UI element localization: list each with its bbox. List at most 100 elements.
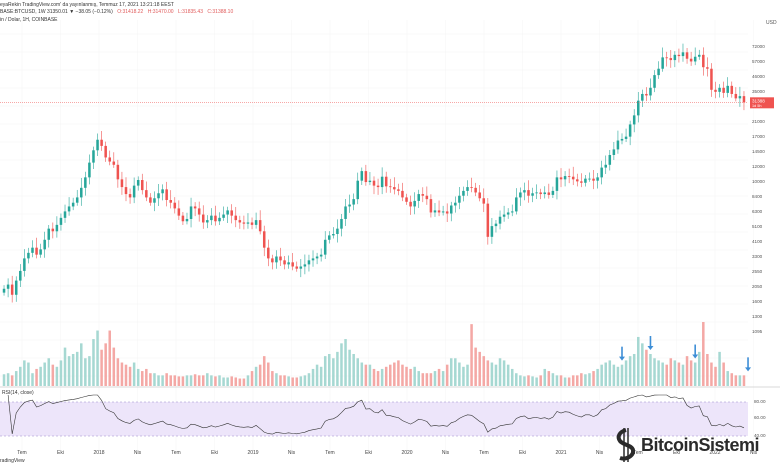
rsi-axis[interactable]: 80.00 60.00 40.00 xyxy=(754,399,766,438)
candle-body xyxy=(35,247,38,255)
bitcoin-s-logo-icon xyxy=(616,428,636,462)
candle-body xyxy=(665,57,668,59)
price-axis-label: 4100 xyxy=(752,239,763,244)
volume-bar xyxy=(600,364,603,386)
candle-body xyxy=(214,215,217,222)
price-tag-countdown: 1d 5h xyxy=(752,104,762,108)
volume-bar xyxy=(380,368,384,386)
candle-body xyxy=(319,254,323,257)
time-axis-label: Tem xyxy=(171,450,180,456)
volume-bar xyxy=(71,354,75,386)
volume-bar xyxy=(397,360,400,386)
candlestick-series xyxy=(2,43,746,303)
volume-bar xyxy=(303,375,307,386)
candle-body xyxy=(661,57,664,69)
volume-bar xyxy=(718,351,721,386)
candle-body xyxy=(222,214,225,218)
rsi-axis-label: 60.00 xyxy=(754,415,766,420)
volume-bar xyxy=(665,364,668,386)
volume-bar xyxy=(59,360,63,386)
candle-body xyxy=(14,280,18,295)
volume-bar xyxy=(693,362,697,386)
candle-body xyxy=(88,162,91,178)
time-axis-label: Eki xyxy=(365,450,372,456)
volume-bar xyxy=(608,360,612,386)
volume-bar xyxy=(515,373,518,386)
candle-body xyxy=(218,217,221,222)
down-arrow-icon xyxy=(619,356,625,361)
volume-bar xyxy=(624,360,628,386)
volume-bar xyxy=(637,336,640,386)
candle-body xyxy=(360,171,364,181)
volume-bar xyxy=(295,377,299,386)
volume-bar xyxy=(543,368,547,386)
candle-body xyxy=(738,96,742,99)
volume-bar xyxy=(425,373,429,386)
candle-body xyxy=(580,181,583,183)
time-axis-label: Tem xyxy=(479,450,488,456)
candle-body xyxy=(742,96,746,103)
volume-bar xyxy=(632,354,636,386)
candle-body xyxy=(498,216,502,224)
time-axis-label: Nis xyxy=(442,450,450,456)
volume-bar xyxy=(368,364,372,386)
bitcoinsistemi-watermark: BitcoinSistemi xyxy=(614,424,780,466)
time-axis-label: 2019 xyxy=(247,450,258,456)
candle-body xyxy=(226,210,229,215)
volume-bar xyxy=(63,347,67,386)
volume-bar xyxy=(149,373,152,386)
volume-bar xyxy=(539,375,542,386)
symbol-summary: BASE:BTCUSD, 1W 31350.01 ▼ −38.05 (−0.12… xyxy=(0,9,113,15)
volume-bar xyxy=(181,376,185,386)
candle-body xyxy=(177,208,181,216)
candle-body xyxy=(267,247,270,259)
volume-bar xyxy=(356,358,359,386)
volume-bar xyxy=(116,358,120,386)
candle-body xyxy=(336,228,339,235)
volume-bar xyxy=(84,358,87,386)
candle-body xyxy=(620,138,624,141)
candle-body xyxy=(641,93,644,101)
candle-body xyxy=(328,235,331,240)
volume-bar xyxy=(348,349,351,386)
volume-bar xyxy=(360,362,364,386)
volume-bar xyxy=(681,364,685,386)
candle-body xyxy=(291,262,294,267)
candle-body xyxy=(494,223,498,227)
time-axis[interactable]: Tem Eki 2018 Nis Tem Eki 2019 Nis Tem Eki 2020 Nis T… xyxy=(17,450,757,456)
volume-bar xyxy=(141,371,144,386)
volume-bar xyxy=(547,371,551,386)
candle-body xyxy=(714,89,717,92)
candle-body xyxy=(441,211,445,213)
candle-body xyxy=(702,54,705,68)
volume-bar xyxy=(649,354,652,386)
time-axis-label: Eki xyxy=(519,450,526,456)
price-axis-label: 1300 xyxy=(752,314,763,319)
volume-bar xyxy=(51,364,55,386)
candle-body xyxy=(173,202,177,209)
volume-bar xyxy=(478,351,481,386)
candle-body xyxy=(527,190,530,196)
candle-body xyxy=(482,198,486,204)
volume-arrows xyxy=(619,336,752,372)
candle-body xyxy=(303,264,307,267)
volume-bar xyxy=(19,366,22,386)
candle-body xyxy=(405,197,408,202)
volume-bar xyxy=(429,373,433,386)
ohlc-open: O:31418.22 xyxy=(117,9,144,15)
volume-bar xyxy=(250,371,254,386)
candle-body xyxy=(657,68,660,76)
time-axis-label: Tem xyxy=(17,450,26,456)
volume-bar xyxy=(641,343,644,386)
candle-body xyxy=(348,204,351,207)
candle-body xyxy=(344,206,347,219)
candle-body xyxy=(185,218,189,222)
price-axis[interactable]: USD7200057000460003500025000210001700014… xyxy=(752,20,777,334)
candle-body xyxy=(616,140,620,150)
volume-bar xyxy=(742,375,746,386)
candle-body xyxy=(283,260,286,265)
time-axis-label: Nis xyxy=(288,450,296,456)
rsi-title: RSI(14, close) xyxy=(2,390,34,396)
